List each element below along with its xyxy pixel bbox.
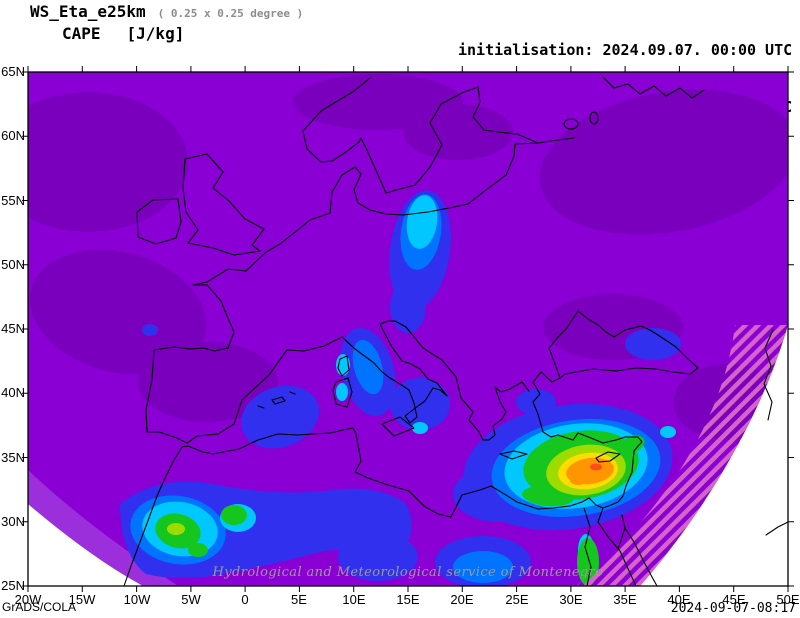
y-tick-label: 55N xyxy=(1,193,25,208)
x-tick-label: 35E xyxy=(613,592,637,607)
x-tick-label: 25E xyxy=(505,592,529,607)
header-left: WS_Eta_e25km ( 0.25 x 0.25 degree ) CAPE… xyxy=(30,2,303,43)
variable-name: CAPE xyxy=(62,24,101,43)
map-frame xyxy=(27,71,789,587)
map-area: Hydrological and Meteorological service … xyxy=(22,66,794,592)
resolution-note: ( 0.25 x 0.25 degree ) xyxy=(157,7,304,20)
y-tick-label: 25N xyxy=(1,578,25,593)
x-tick-label: 15E xyxy=(396,592,420,607)
x-tick-label: 20E xyxy=(450,592,474,607)
axis-ticks xyxy=(22,66,794,592)
x-tick-label: 10E xyxy=(342,592,366,607)
x-tick-label: 5W xyxy=(181,592,201,607)
grads-credit: GrADS/COLA xyxy=(2,600,77,614)
y-tick-label: 50N xyxy=(1,257,25,272)
y-tick-label: 60N xyxy=(1,128,25,143)
init-time: initialisation: 2024.09.07. 00:00 UTC xyxy=(458,41,793,59)
x-tick-label: 15W xyxy=(68,592,96,607)
x-tick-label: 45E xyxy=(722,592,746,607)
creation-timestamp: 2024-09-07-08:17 xyxy=(670,601,796,616)
cape-map-svg xyxy=(22,66,794,592)
left-boundary-band xyxy=(28,470,178,586)
cape-orange-regions xyxy=(566,457,614,485)
cape-dark-purple-regions xyxy=(28,74,788,440)
x-tick-label: 40E xyxy=(667,592,691,607)
x-tick-label: 5E xyxy=(291,592,307,607)
cape-red-regions xyxy=(590,463,602,471)
y-tick-label: 35N xyxy=(1,450,25,465)
x-tick-label: 0 xyxy=(241,592,249,607)
model-name: WS_Eta_e25km xyxy=(30,2,146,21)
coastlines xyxy=(123,76,789,587)
x-tick-label: 50E xyxy=(776,592,800,607)
boundary-stripes xyxy=(576,325,788,586)
y-tick-label: 30N xyxy=(1,514,25,529)
cape-field xyxy=(28,72,788,586)
variable-units: [J/kg] xyxy=(126,24,185,43)
y-tick-label: 45N xyxy=(1,321,25,336)
x-tick-label: 20W xyxy=(14,592,42,607)
y-tick-label: 40N xyxy=(1,385,25,400)
y-tick-label: 65N xyxy=(1,64,25,79)
x-tick-label: 10W xyxy=(123,592,151,607)
x-tick-label: 30E xyxy=(559,592,583,607)
